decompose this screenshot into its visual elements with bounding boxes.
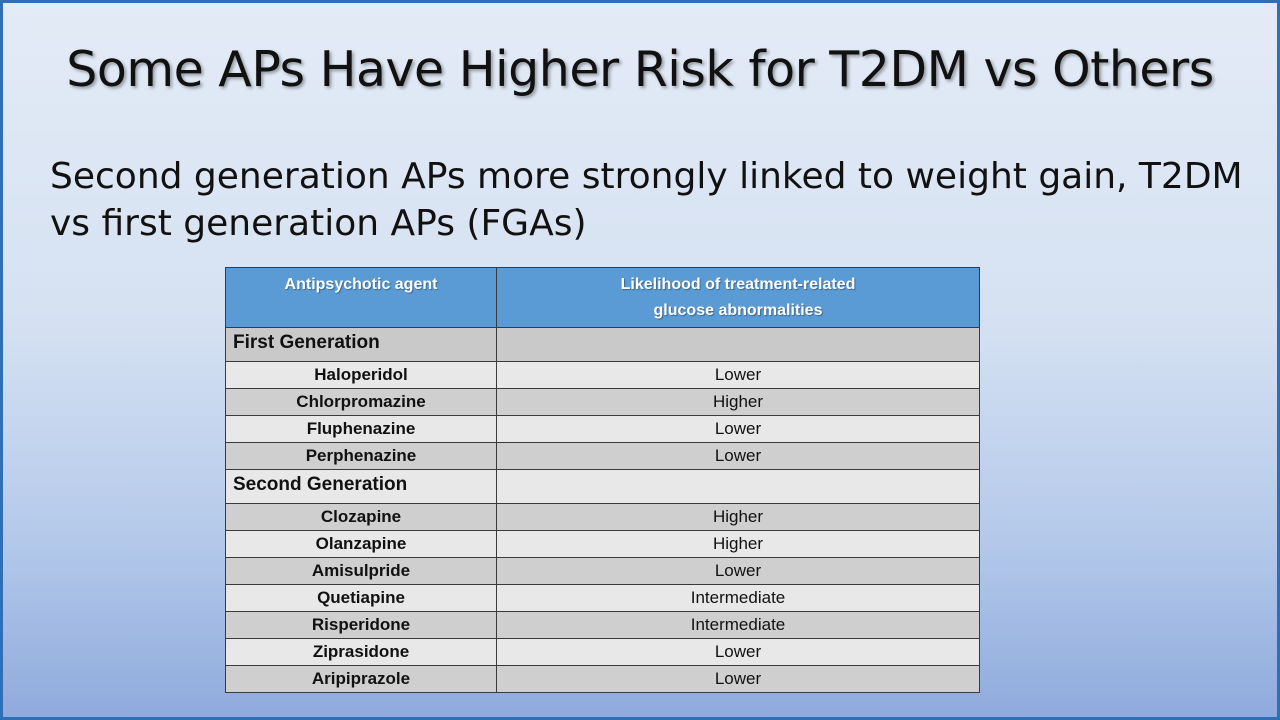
table-row: Olanzapine Higher (225, 530, 980, 558)
agent-cell: Clozapine (225, 503, 497, 531)
table-header-row: Antipsychotic agent Likelihood of treatm… (225, 267, 980, 328)
table-row: Risperidone Intermediate (225, 611, 980, 639)
group-label: Second Generation (225, 469, 497, 504)
table-row: Haloperidol Lower (225, 361, 980, 389)
agent-cell: Ziprasidone (225, 638, 497, 666)
header-agent: Antipsychotic agent (225, 267, 497, 328)
likelihood-cell: Lower (496, 557, 980, 585)
table-row: Amisulpride Lower (225, 557, 980, 585)
slide-subtitle: Second generation APs more strongly link… (50, 156, 1243, 244)
likelihood-cell: Intermediate (496, 611, 980, 639)
likelihood-cell: Lower (496, 638, 980, 666)
header-likelihood: Likelihood of treatment-related glucose a… (496, 267, 980, 328)
table-row: Perphenazine Lower (225, 442, 980, 470)
agent-cell: Haloperidol (225, 361, 497, 389)
table-row: Quetiapine Intermediate (225, 584, 980, 612)
group-label: First Generation (225, 327, 497, 362)
agent-cell: Amisulpride (225, 557, 497, 585)
agent-cell: Fluphenazine (225, 415, 497, 443)
table-row: Chlorpromazine Higher (225, 388, 980, 416)
agent-cell: Aripiprazole (225, 665, 497, 693)
likelihood-cell: Lower (496, 361, 980, 389)
table-row: Ziprasidone Lower (225, 638, 980, 666)
agent-cell: Perphenazine (225, 442, 497, 470)
group-row-first-generation: First Generation (225, 327, 980, 362)
agent-cell: Chlorpromazine (225, 388, 497, 416)
likelihood-cell: Higher (496, 388, 980, 416)
risk-table: Antipsychotic agent Likelihood of treatm… (225, 267, 980, 693)
slide-title: Some APs Have Higher Risk for T2DM vs Ot… (66, 41, 1214, 98)
likelihood-cell: Higher (496, 503, 980, 531)
likelihood-cell: Lower (496, 665, 980, 693)
table-row: Clozapine Higher (225, 503, 980, 531)
likelihood-cell: Lower (496, 415, 980, 443)
likelihood-cell: Higher (496, 530, 980, 558)
table-row: Aripiprazole Lower (225, 665, 980, 693)
likelihood-cell: Lower (496, 442, 980, 470)
agent-cell: Olanzapine (225, 530, 497, 558)
risk-table-container: Antipsychotic agent Likelihood of treatm… (225, 267, 980, 693)
likelihood-cell: Intermediate (496, 584, 980, 612)
group-empty-cell (496, 469, 980, 504)
group-row-second-generation: Second Generation (225, 469, 980, 504)
table-row: Fluphenazine Lower (225, 415, 980, 443)
agent-cell: Quetiapine (225, 584, 497, 612)
agent-cell: Risperidone (225, 611, 497, 639)
group-empty-cell (496, 327, 980, 362)
